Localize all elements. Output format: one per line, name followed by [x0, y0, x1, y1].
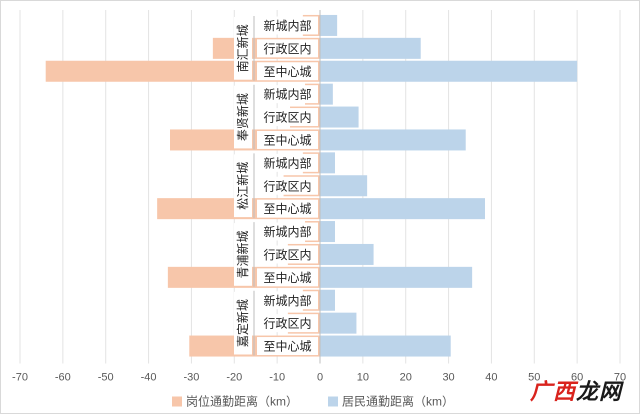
group-label-bg — [234, 154, 252, 218]
x-tick-label: -40 — [141, 372, 157, 384]
group-label: 松江新城 — [235, 162, 250, 210]
x-tick-label: -60 — [55, 372, 71, 384]
watermark-part2: 龙网 — [575, 379, 622, 405]
category-label: 行政区内 — [263, 179, 311, 193]
x-tick-label: 30 — [442, 372, 454, 384]
category-label: 新城内部 — [263, 155, 311, 170]
category-label: 至中心城 — [263, 270, 311, 285]
bar-series2-row9 — [320, 198, 485, 220]
bar-series2-row2 — [320, 37, 421, 59]
category-label-bg — [257, 222, 318, 241]
category-label: 行政区内 — [263, 248, 311, 262]
category-label-bg — [257, 39, 318, 58]
legend-label-1: 岗位通勤距离（km） — [186, 394, 298, 409]
x-tick-label: 10 — [357, 372, 369, 384]
category-label: 至中心城 — [263, 132, 311, 147]
legend-swatch-1 — [172, 396, 182, 407]
bar-series2-row14 — [320, 312, 357, 334]
category-label-bg — [257, 291, 318, 310]
group-label: 嘉定新城 — [235, 299, 250, 347]
x-tick-label: 60 — [571, 372, 583, 384]
category-label: 行政区内 — [263, 111, 311, 125]
x-tick-label: 50 — [528, 372, 540, 384]
x-tick-label: 20 — [400, 372, 412, 384]
category-label: 至中心城 — [263, 201, 311, 216]
bar-series2-row7 — [320, 152, 335, 174]
category-label-bg — [257, 108, 318, 127]
category-label-bg — [257, 245, 318, 264]
bar-series2-row5 — [320, 106, 359, 128]
category-label-bg — [257, 337, 318, 356]
x-tick-label: -10 — [269, 372, 285, 384]
x-tick-label: 40 — [485, 372, 497, 384]
category-label: 新城内部 — [263, 18, 311, 33]
x-tick-label: -70 — [12, 372, 28, 384]
category-label: 新城内部 — [263, 224, 311, 239]
bar-series2-row4 — [320, 83, 333, 105]
x-tick-label: -50 — [98, 372, 114, 384]
bar-series2-row15 — [320, 335, 451, 357]
category-label: 行政区内 — [263, 317, 311, 331]
x-tick-label: -30 — [183, 372, 199, 384]
legend-swatch-2 — [328, 396, 338, 407]
category-label-bg — [257, 85, 318, 104]
category-label: 行政区内 — [263, 42, 311, 56]
group-label: 奉贤新城 — [235, 93, 250, 141]
watermark-part1: 广西 — [529, 379, 576, 405]
x-tick-label: -20 — [226, 372, 242, 384]
category-label-bg — [257, 153, 318, 172]
bar-series2-row1 — [320, 14, 338, 36]
group-label-bg — [234, 291, 252, 355]
x-tick-label: 0 — [317, 372, 323, 384]
group-label-bg — [234, 17, 252, 80]
bar-series2-row13 — [320, 289, 335, 311]
watermark-logo: 广西龙网 — [530, 374, 622, 406]
group-label: 南汇新城 — [235, 24, 250, 72]
category-label-bg — [257, 314, 318, 333]
category-label-bg — [257, 199, 318, 218]
category-label-bg — [257, 268, 318, 287]
bar-series2-row8 — [320, 175, 368, 197]
category-label: 至中心城 — [263, 64, 311, 79]
category-label: 至中心城 — [263, 339, 311, 354]
bar-series2-row3 — [320, 60, 578, 82]
category-label-bg — [257, 16, 318, 35]
bar-series2-row11 — [320, 243, 374, 265]
group-label: 青浦新城 — [235, 230, 250, 278]
category-label-bg — [257, 62, 318, 81]
category-label: 新城内部 — [263, 87, 311, 102]
bar-series2-row12 — [320, 266, 473, 288]
bar-series2-row6 — [320, 129, 466, 151]
group-label-bg — [234, 85, 252, 149]
category-label-bg — [257, 176, 318, 195]
category-label-bg — [257, 130, 318, 149]
x-tick-label: 70 — [614, 372, 626, 384]
category-label: 新城内部 — [263, 293, 311, 308]
group-label-bg — [234, 223, 252, 286]
legend-label-2: 居民通勤距离（km） — [342, 394, 454, 409]
bar-series2-row10 — [320, 221, 335, 243]
